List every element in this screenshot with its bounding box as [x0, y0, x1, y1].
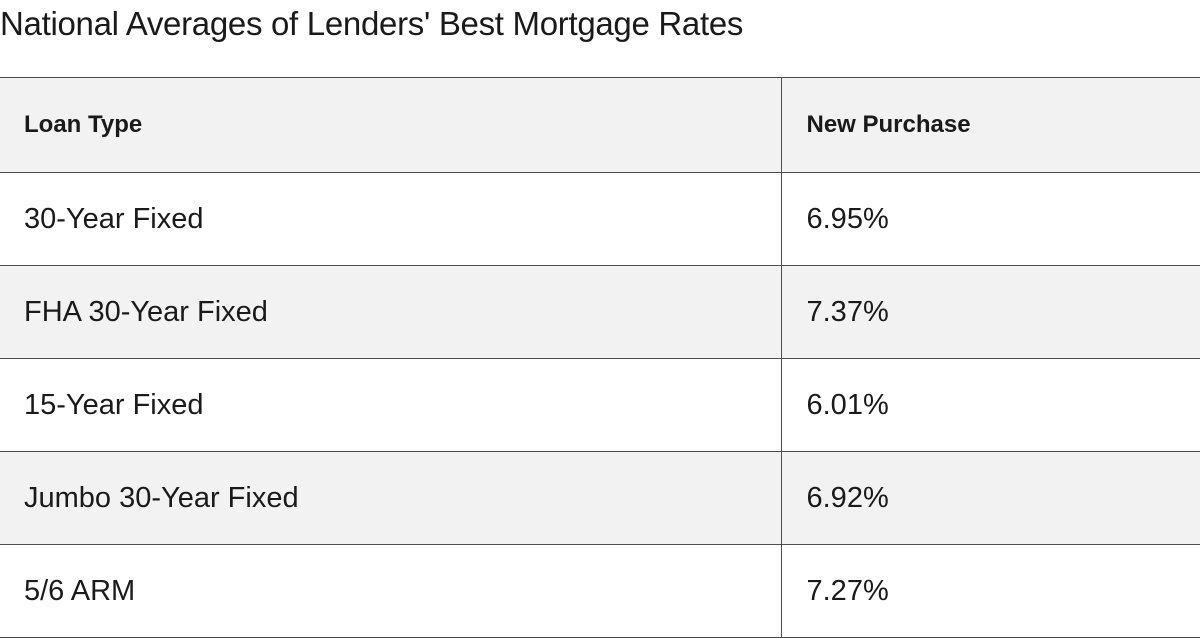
column-header-loan-type: Loan Type [0, 77, 782, 173]
rate-cell: 6.01% [780, 358, 1200, 452]
loan-type-cell: Jumbo 30-Year Fixed [0, 451, 782, 545]
table-row: 30-Year Fixed 6.95% [0, 172, 1200, 266]
rate-cell: 7.37% [780, 265, 1200, 359]
page-title: National Averages of Lenders' Best Mortg… [0, 5, 744, 42]
table-row: Jumbo 30-Year Fixed 6.92% [0, 451, 1200, 545]
rate-cell: 6.95% [780, 172, 1200, 266]
loan-type-cell: 15-Year Fixed [0, 358, 782, 452]
rate-cell: 6.92% [780, 451, 1200, 545]
table-row: FHA 30-Year Fixed 7.37% [0, 265, 1200, 359]
table-row: 5/6 ARM 7.27% [0, 544, 1200, 638]
loan-type-cell: 5/6 ARM [0, 544, 782, 638]
rate-cell: 7.27% [780, 544, 1200, 638]
table-header-row: Loan Type New Purchase [0, 77, 1200, 173]
table-row: 15-Year Fixed 6.01% [0, 358, 1200, 452]
column-header-new-purchase: New Purchase [780, 77, 1200, 173]
mortgage-rates-table: Loan Type New Purchase 30-Year Fixed 6.9… [0, 77, 1200, 638]
loan-type-cell: 30-Year Fixed [0, 172, 782, 266]
loan-type-cell: FHA 30-Year Fixed [0, 265, 782, 359]
